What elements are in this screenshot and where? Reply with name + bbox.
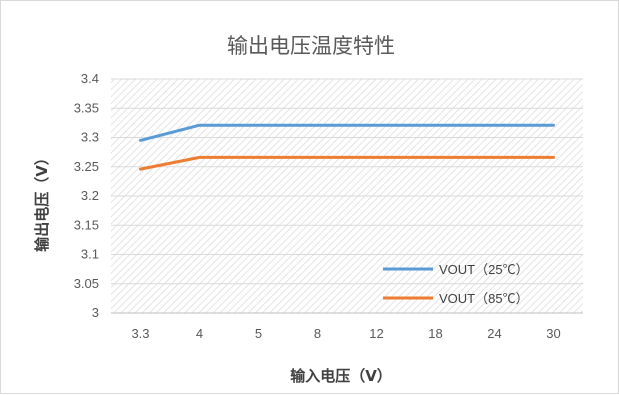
x-tick-label: 24 xyxy=(487,326,501,341)
y-tick-label: 3.2 xyxy=(81,188,99,203)
x-tick-label: 3.3 xyxy=(131,326,149,341)
legend: VOUT（25℃） VOUT（85℃） xyxy=(383,262,529,306)
y-tick-label: 3.05 xyxy=(74,276,99,291)
y-axis-ticks: 3.4 3.35 3.3 3.25 3.2 3.15 3.1 3.05 3 xyxy=(74,71,99,320)
gridlines xyxy=(111,78,583,314)
series-line-2 xyxy=(139,155,555,171)
y-tick-label: 3.15 xyxy=(74,217,99,232)
x-axis-ticks: 3.3 4 5 8 12 18 24 30 xyxy=(131,326,560,341)
x-tick-label: 4 xyxy=(196,326,203,341)
y-tick-label: 3.4 xyxy=(81,71,99,86)
y-tick-label: 3.1 xyxy=(81,247,99,262)
y-axis-title: 输出电压（V） xyxy=(33,150,51,252)
x-tick-label: 8 xyxy=(314,326,321,341)
series-lines xyxy=(139,123,555,171)
series-line-1 xyxy=(139,123,555,142)
y-tick-label: 3.3 xyxy=(81,130,99,145)
x-tick-label: 5 xyxy=(255,326,262,341)
chart-title: 输出电压温度特性 xyxy=(227,34,395,58)
legend-label: VOUT（25℃） xyxy=(439,262,529,277)
y-tick-label: 3 xyxy=(92,305,99,320)
y-tick-label: 3.35 xyxy=(74,100,99,115)
y-tick-label: 3.25 xyxy=(74,159,99,174)
x-axis-title: 输入电压（V） xyxy=(290,367,392,385)
x-tick-label: 30 xyxy=(546,326,560,341)
legend-label: VOUT（85℃） xyxy=(439,291,529,306)
x-tick-label: 18 xyxy=(428,326,442,341)
x-tick-label: 12 xyxy=(369,326,383,341)
